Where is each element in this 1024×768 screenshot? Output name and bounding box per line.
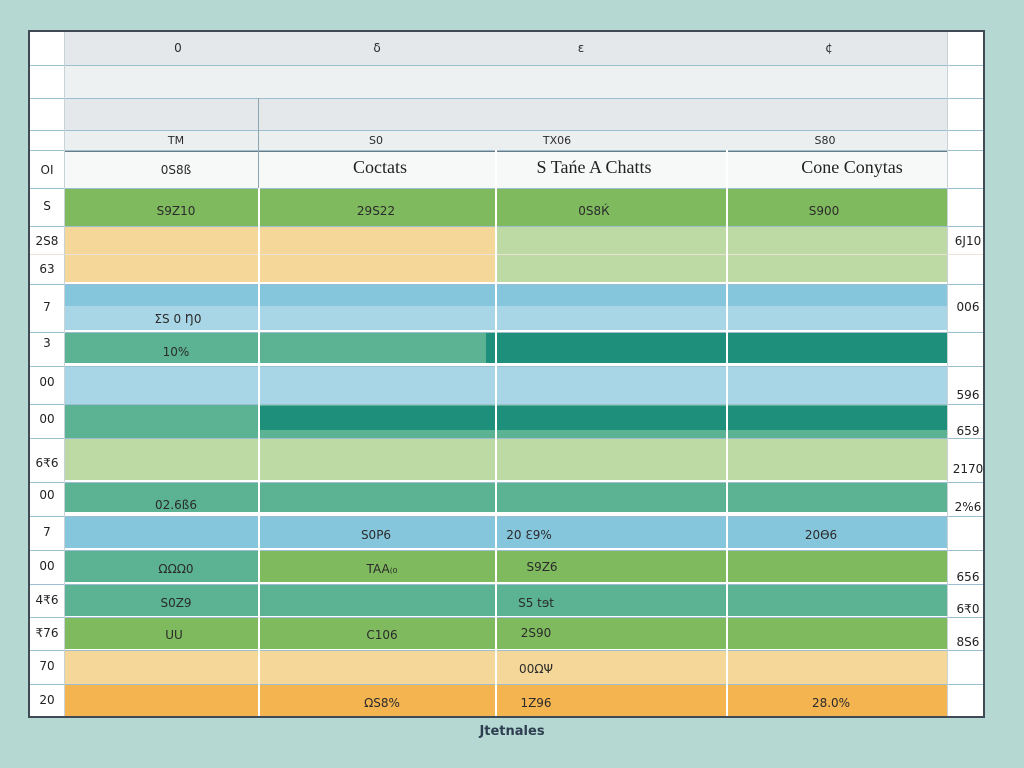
header-row-2 bbox=[64, 65, 948, 98]
right-label-4: 2170 bbox=[952, 462, 984, 476]
row-7 bbox=[64, 438, 948, 480]
row-8 bbox=[64, 482, 948, 512]
cell-r9-c2: 20 ℇ9% bbox=[506, 528, 552, 542]
row-10-green bbox=[258, 550, 948, 582]
cell-r10-c2: S9Z6 bbox=[526, 560, 558, 574]
row-label-0: OI bbox=[40, 163, 54, 177]
right-label-2: 596 bbox=[956, 388, 980, 402]
row-label-4: 7 bbox=[43, 300, 51, 314]
cell-r12-c2: 2S90 bbox=[520, 626, 552, 640]
cell-r11-c0: S0Ζ9 bbox=[160, 596, 192, 610]
cell-r1-c0: S9Z10 bbox=[156, 204, 196, 218]
cell-r9-c1: S0P6 bbox=[360, 528, 392, 542]
right-label-8: 8S6 bbox=[956, 635, 980, 649]
row-label-10: 7 bbox=[43, 525, 51, 539]
row-label-9: 00 bbox=[39, 488, 55, 502]
cell-r14-c1: ΩS8% bbox=[364, 696, 400, 710]
sub-header-0: TM bbox=[167, 134, 185, 147]
row-label-8: 6₹6 bbox=[35, 456, 59, 470]
sub-header-3: S80 bbox=[814, 134, 836, 147]
row-label-12: 4₹6 bbox=[35, 593, 59, 607]
cell-r10-c1: TAA₍₀ bbox=[366, 562, 398, 576]
right-label-0: 6J10 bbox=[954, 234, 982, 248]
row-1 bbox=[64, 188, 948, 226]
sub-header-2: TX06 bbox=[542, 134, 572, 147]
top-header-3: ¢ bbox=[825, 41, 833, 55]
right-label-3: 659 bbox=[956, 424, 980, 438]
row-label-2: 2S8 bbox=[35, 234, 59, 248]
row-14 bbox=[64, 684, 948, 716]
row-6-bar bbox=[258, 406, 948, 430]
cell-r4: 10% bbox=[162, 345, 190, 359]
cell-r8: 02.6ß6 bbox=[155, 498, 197, 512]
title-col0: 0S8ß bbox=[160, 163, 192, 177]
cell-r9-c3: 20Ѳ6 bbox=[804, 528, 838, 542]
header-row-top bbox=[64, 32, 948, 65]
row-3b bbox=[64, 306, 948, 330]
row-label-15: 20 bbox=[39, 693, 55, 707]
right-label-7: 6₹0 bbox=[956, 602, 980, 616]
cell-r1-c3: S900 bbox=[808, 204, 840, 218]
top-header-2: ε bbox=[577, 41, 585, 55]
row-5 bbox=[64, 366, 948, 404]
title-row bbox=[64, 150, 948, 188]
right-label-5: 2%6 bbox=[954, 500, 982, 514]
top-header-1: δ bbox=[373, 41, 381, 55]
row-label-5: 3 bbox=[43, 336, 51, 350]
row-label-3: 63 bbox=[39, 262, 55, 276]
row-9 bbox=[64, 516, 948, 548]
header-row-sub bbox=[64, 130, 948, 150]
cell-r11-c2: S5 tɘt bbox=[518, 596, 554, 610]
row-4-bar bbox=[486, 332, 948, 363]
footer-caption: Jtetnales bbox=[479, 724, 545, 739]
row-12 bbox=[64, 617, 948, 649]
cell-r14-c2: 1Z96 bbox=[520, 696, 552, 710]
cell-r13: 00ΩΨ bbox=[519, 662, 553, 676]
row-3 bbox=[64, 284, 948, 306]
spreadsheet: 0 δ ε ¢ TM S0 TX06 S80 0S8ß Coctats S Ta… bbox=[28, 30, 985, 718]
row-label-11: 00 bbox=[39, 559, 55, 573]
top-header-0: 0 bbox=[174, 41, 182, 55]
sub-header-1: S0 bbox=[369, 134, 383, 147]
cell-r12-c0: UU bbox=[165, 628, 183, 642]
row-label-13: ₹76 bbox=[35, 626, 59, 640]
row-label-6: 00 bbox=[39, 375, 55, 389]
right-label-1: 006 bbox=[956, 300, 980, 314]
cell-r12-c1: C106 bbox=[366, 628, 398, 642]
cell-r14-c3: 28.0% bbox=[811, 696, 851, 710]
title-col1: Coctats bbox=[353, 157, 407, 177]
row-13 bbox=[64, 650, 948, 684]
cell-r1-c2: 0S8Ќ bbox=[578, 204, 610, 218]
row-label-7: 00 bbox=[39, 412, 55, 426]
header-row-3 bbox=[64, 98, 948, 130]
row-label-1: S bbox=[43, 199, 51, 213]
cell-r3: ΣS 0 Ŋ0 bbox=[154, 312, 202, 326]
row-11 bbox=[64, 584, 948, 616]
row-label-14: 70 bbox=[39, 659, 55, 673]
title-col3: Cone Conytas bbox=[801, 157, 903, 177]
right-label-6: 656 bbox=[956, 570, 980, 584]
title-col2: S Tańe A Chatts bbox=[536, 157, 652, 177]
cell-r10-c0: ΩΩΩ0 bbox=[158, 562, 194, 576]
cell-r1-c1: 29S22 bbox=[356, 204, 396, 218]
